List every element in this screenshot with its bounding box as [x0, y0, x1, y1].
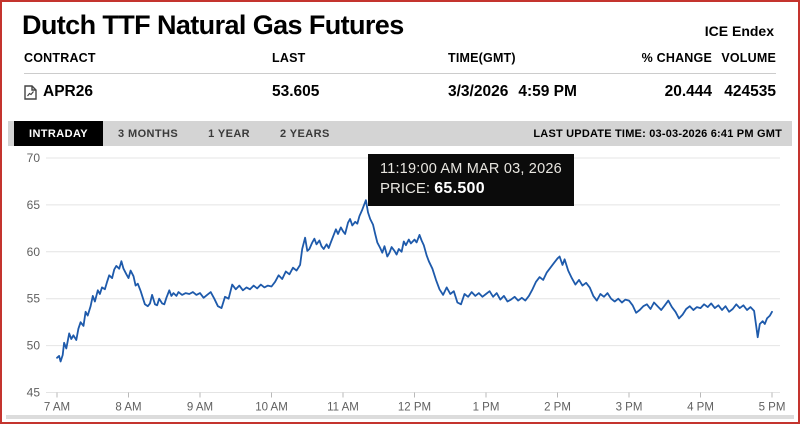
- quote-table-header: CONTRACT LAST TIME(GMT) % CHANGE VOLUME: [24, 51, 776, 74]
- tooltip-datetime: 11:19:00 AM MAR 03, 2026: [380, 161, 562, 177]
- quote-row: APR26 53.605 3/3/2026 4:59 PM 20.444 4245…: [24, 74, 776, 109]
- contract-label: APR26: [43, 83, 93, 100]
- price-chart[interactable]: 70 65 60 55 50 45 7 AM 8 AM 9 AM 10 AM 11 AM 12 PM 1…: [2, 149, 798, 415]
- col-header-change: % CHANGE: [641, 51, 712, 65]
- svg-text:10 AM: 10 AM: [255, 402, 288, 414]
- change-value: 20.444: [664, 83, 712, 100]
- clock-value: 4:59 PM: [518, 83, 577, 100]
- svg-text:65: 65: [27, 198, 41, 212]
- svg-text:11 AM: 11 AM: [327, 402, 359, 414]
- tab-1-year[interactable]: 1 YEAR: [208, 127, 251, 140]
- last-value: 53.605: [272, 83, 320, 100]
- tooltip-price-value: 65.500: [434, 180, 485, 197]
- tab-2-years[interactable]: 2 YEARS: [280, 127, 330, 140]
- svg-text:7 AM: 7 AM: [44, 402, 70, 414]
- price-tooltip: 11:19:00 AM MAR 03, 2026 PRICE: 65.500: [368, 154, 574, 206]
- exchange-label: ICE Endex: [704, 23, 774, 39]
- svg-text:4 PM: 4 PM: [687, 402, 714, 414]
- header: Dutch TTF Natural Gas Futures ICE Endex: [2, 2, 798, 42]
- col-header-last: LAST: [272, 51, 306, 65]
- document-icon: [24, 84, 37, 100]
- svg-text:70: 70: [27, 151, 41, 165]
- svg-text:1 PM: 1 PM: [473, 402, 500, 414]
- svg-text:12 PM: 12 PM: [398, 402, 431, 414]
- date-value: 3/3/2026: [448, 83, 509, 100]
- svg-text:9 AM: 9 AM: [187, 402, 213, 414]
- contract-link[interactable]: APR26: [24, 83, 262, 101]
- volume-value: 424535: [724, 83, 776, 100]
- col-header-volume: VOLUME: [721, 51, 776, 65]
- col-header-time: TIME(GMT): [448, 51, 516, 65]
- quote-table: CONTRACT LAST TIME(GMT) % CHANGE VOLUME …: [24, 51, 776, 109]
- tab-3-months[interactable]: 3 MONTHS: [118, 127, 179, 140]
- svg-text:50: 50: [27, 339, 41, 353]
- svg-text:3 PM: 3 PM: [616, 402, 643, 414]
- svg-text:60: 60: [27, 245, 41, 259]
- col-header-contract: CONTRACT: [24, 51, 96, 65]
- svg-text:45: 45: [27, 386, 41, 400]
- svg-text:8 AM: 8 AM: [115, 402, 141, 414]
- page-title: Dutch TTF Natural Gas Futures: [22, 10, 404, 40]
- time-value: 3/3/2026 4:59 PM: [412, 83, 617, 101]
- svg-text:2 PM: 2 PM: [544, 402, 571, 414]
- range-tab-bar: INTRADAY 3 MONTHS 1 YEAR 2 YEARS LAST UP…: [8, 121, 792, 146]
- svg-text:55: 55: [27, 292, 41, 306]
- tooltip-price-label: PRICE:: [380, 180, 431, 197]
- tab-intraday[interactable]: INTRADAY: [14, 121, 104, 146]
- last-update-time: LAST UPDATE TIME: 03-03-2026 6:41 PM GMT: [533, 127, 782, 140]
- price-chart-svg[interactable]: 70 65 60 55 50 457 AM 8 AM 9 AM 10 AM 11 AM 12 PM 1…: [2, 149, 798, 415]
- svg-text:5 PM: 5 PM: [759, 402, 786, 414]
- horizontal-scrollbar[interactable]: [6, 415, 794, 419]
